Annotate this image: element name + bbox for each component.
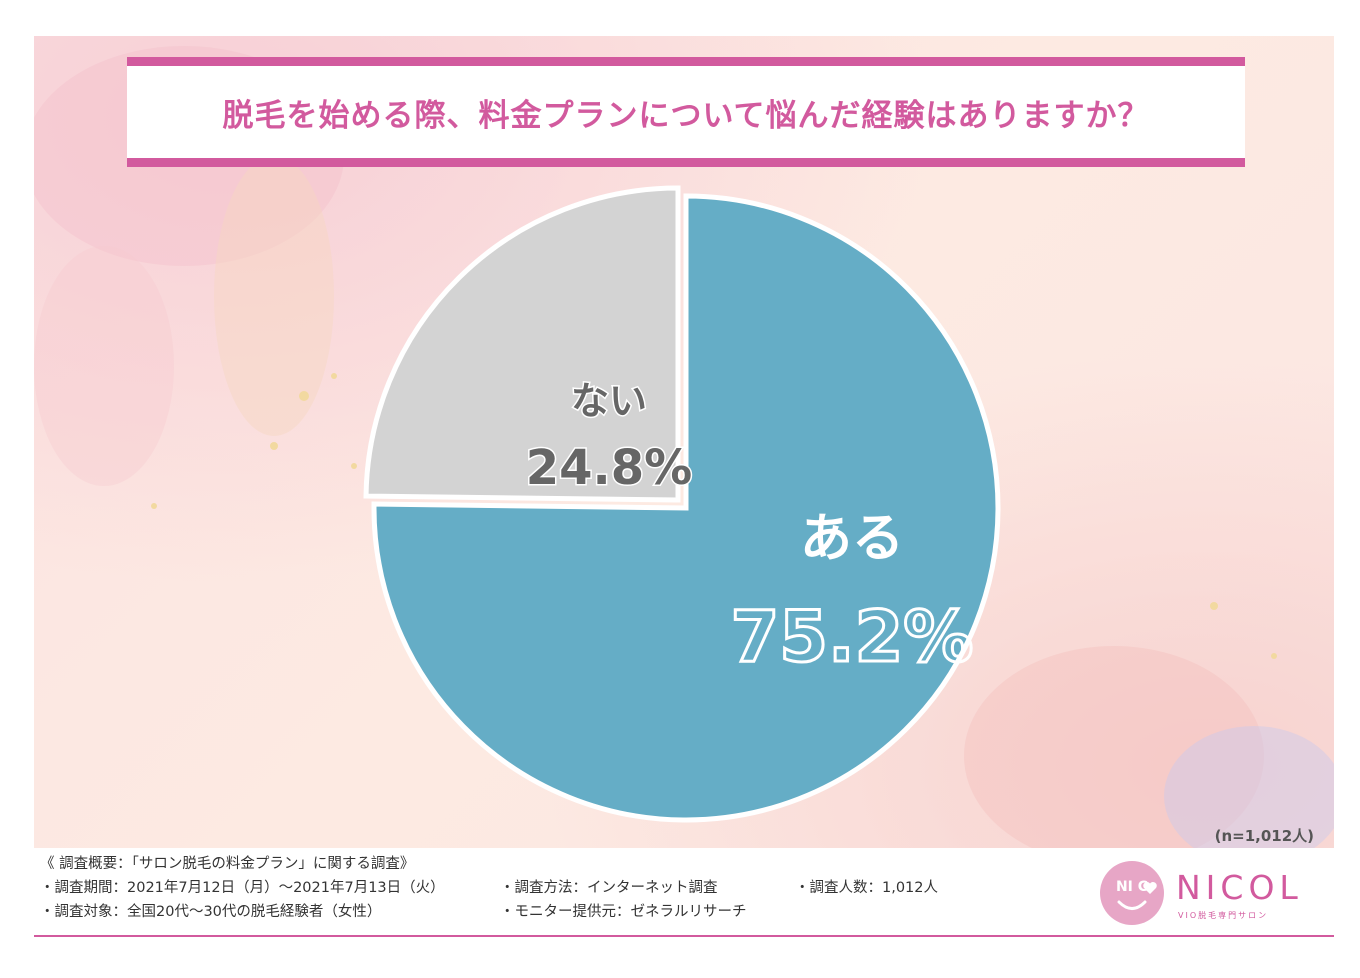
nicol-logo: NI C NICOL VIO脱毛専門サロン	[1096, 858, 1326, 928]
value-label-aru: 75.2%	[731, 596, 974, 678]
label-nai: ない	[571, 379, 647, 423]
logo-mark: NI C	[1115, 879, 1149, 895]
logo-tagline: VIO脱毛専門サロン	[1178, 911, 1269, 920]
pie-slice-nai	[363, 185, 681, 503]
smile-icon	[1117, 900, 1147, 910]
survey-target: ・調査対象：全国20代～30代の脱毛経験者（女性）	[40, 904, 382, 920]
logo-name: NICOL	[1176, 868, 1303, 907]
pie-chart: ある 75.2% ない 24.8%	[363, 185, 1001, 823]
footer-row-2: ・調査対象：全国20代～30代の脱毛経験者（女性） ・モニター提供元：ゼネラルリ…	[40, 900, 940, 924]
title-box: 脱毛を始める際、料金プランについて悩んだ経験はありますか？	[127, 57, 1245, 167]
logo-circle: NI C	[1100, 861, 1164, 925]
value-label-nai: 24.8%	[526, 440, 693, 496]
survey-period: ・調査期間：2021年7月12日（月）～2021年7月13日（火）	[40, 880, 445, 896]
sample-size: (n=1,012人)	[1214, 827, 1314, 845]
survey-method: ・調査方法：インターネット調査	[500, 880, 718, 896]
survey-footer: 《 調査概要：「サロン脱毛の料金プラン」に関する調査》 ・調査期間：2021年7…	[40, 852, 940, 924]
label-aru: ある	[800, 509, 904, 569]
monitor-provider: ・モニター提供元：ゼネラルリサーチ	[500, 904, 747, 920]
chart-panel: 脱毛を始める際、料金プランについて悩んだ経験はありますか？ ある 75.2% ない 2…	[34, 36, 1334, 848]
chart-title: 脱毛を始める際、料金プランについて悩んだ経験はありますか？	[222, 97, 1150, 134]
heart-icon	[1143, 882, 1157, 894]
survey-respondents: ・調査人数：1,012人	[795, 880, 939, 896]
bottom-rule	[34, 935, 1334, 937]
survey-summary: 《 調査概要：「サロン脱毛の料金プラン」に関する調査》	[40, 856, 415, 872]
pie-slice-aru	[371, 193, 1001, 823]
footer-row-1: ・調査期間：2021年7月12日（月）～2021年7月13日（火） ・調査方法：…	[40, 876, 940, 900]
